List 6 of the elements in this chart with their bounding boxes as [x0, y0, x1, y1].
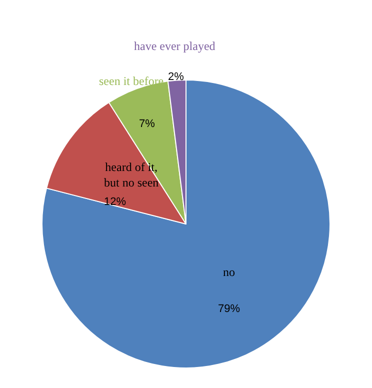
slice-label: have ever played: [134, 39, 216, 53]
data-label: 7%: [139, 118, 156, 130]
data-label: 2%: [168, 71, 184, 83]
slice-label: no: [223, 265, 235, 279]
data-label: 79%: [218, 303, 240, 315]
data-label: 12%: [104, 196, 126, 208]
